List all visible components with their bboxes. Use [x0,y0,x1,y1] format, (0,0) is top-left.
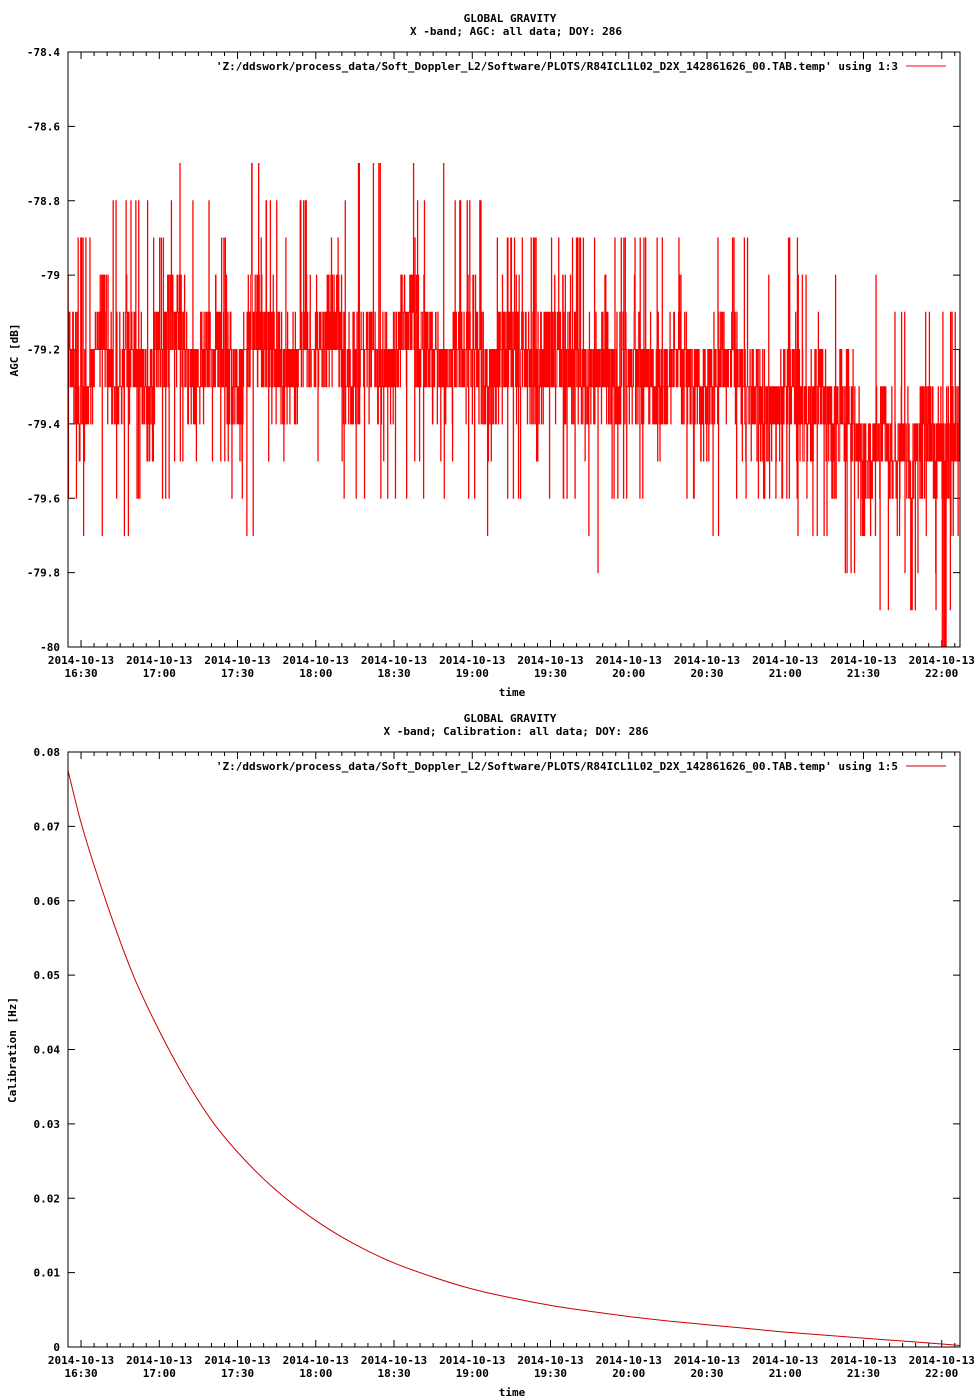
y-tick-label: 0.02 [34,1192,61,1205]
axes-frame [67,51,961,648]
x-tick-label-time: 21:00 [769,1367,802,1380]
series-line [67,770,961,1347]
x-tick-label-date: 2014-10-13 [283,1354,349,1367]
agc-chart: GLOBAL GRAVITY X -band; AGC: all data; D… [8,12,975,699]
x-tick-label-time: 17:30 [221,667,254,680]
calibration-chart: GLOBAL GRAVITY X -band; Calibration: all… [6,712,975,1399]
x-tick-label-date: 2014-10-13 [752,654,818,667]
series-line [67,163,961,648]
x-tick-label-date: 2014-10-13 [204,1354,270,1367]
x-tick-label-date: 2014-10-13 [830,1354,896,1367]
chart-subtitle: X -band; Calibration: all data; DOY: 286 [384,725,649,738]
x-tick-label-time: 21:30 [847,1367,880,1380]
x-tick-label-time: 21:00 [769,667,802,680]
x-tick-label-date: 2014-10-13 [517,654,583,667]
y-tick-label: -79.2 [27,344,60,357]
y-tick-label: 0.05 [34,969,61,982]
y-tick-label: -78.4 [27,46,60,59]
x-tick-label-date: 2014-10-13 [674,654,740,667]
y-tick-label: -78.6 [27,120,60,133]
x-tick-label-time: 22:00 [925,667,958,680]
x-tick-label-time: 22:00 [925,1367,958,1380]
x-tick-label-time: 19:30 [534,667,567,680]
x-tick-label-date: 2014-10-13 [126,1354,192,1367]
y-tick-label: -79.4 [27,418,60,431]
legend: 'Z:/ddswork/process_data/Soft_Doppler_L2… [216,760,946,773]
legend: 'Z:/ddswork/process_data/Soft_Doppler_L2… [216,60,946,73]
x-tick-label-date: 2014-10-13 [283,654,349,667]
x-tick-label-date: 2014-10-13 [674,1354,740,1367]
x-tick-label-time: 16:30 [64,667,97,680]
x-tick-label-time: 17:00 [143,1367,176,1380]
y-axis-label: AGC [dB] [8,324,21,377]
y-tick-label: -79.8 [27,567,60,580]
y-tick-label: -80 [40,641,60,654]
axis-ticks [67,51,960,648]
x-tick-label-time: 17:00 [143,667,176,680]
x-axis-label: time [499,686,526,699]
x-tick-label-date: 2014-10-13 [439,654,505,667]
x-tick-label-time: 18:00 [299,667,332,680]
x-tick-label-date: 2014-10-13 [909,1354,975,1367]
x-tick-label-date: 2014-10-13 [361,1354,427,1367]
y-tick-label: 0.07 [34,820,61,833]
x-tick-labels: 2014-10-1316:302014-10-1317:002014-10-13… [48,654,975,680]
x-tick-label-date: 2014-10-13 [596,1354,662,1367]
x-axis-label: time [499,1386,526,1399]
x-tick-label-date: 2014-10-13 [909,654,975,667]
plot-area [67,163,961,648]
y-tick-label: -79 [40,269,60,282]
y-tick-label: -79.6 [27,492,60,505]
y-tick-label: 0.03 [34,1118,61,1131]
y-tick-label: 0 [53,1341,60,1354]
x-tick-label-date: 2014-10-13 [439,1354,505,1367]
x-tick-label-time: 20:00 [612,667,645,680]
x-tick-label-time: 18:30 [377,1367,410,1380]
y-tick-label: 0.06 [34,895,61,908]
chart-subtitle: X -band; AGC: all data; DOY: 286 [410,25,622,38]
x-tick-label-time: 16:30 [64,1367,97,1380]
legend-entry: 'Z:/ddswork/process_data/Soft_Doppler_L2… [216,60,898,73]
x-tick-label-date: 2014-10-13 [830,654,896,667]
x-tick-label-time: 21:30 [847,667,880,680]
y-tick-labels: -78.4 -78.6 -78.8 -79 -79.2 -79.4 -79.6 -79.8 -8… [27,46,60,654]
chart-title: GLOBAL GRAVITY [464,12,557,25]
x-tick-label-time: 19:30 [534,1367,567,1380]
x-tick-labels: 2014-10-1316:302014-10-1317:002014-10-13… [48,1354,975,1380]
x-tick-label-time: 20:00 [612,1367,645,1380]
y-tick-labels: 0.08 0.07 0.06 0.05 0.04 0.03 0.02 0.01 0 [34,746,61,1354]
chart-title: GLOBAL GRAVITY [464,712,557,725]
y-tick-label: 0.08 [34,746,61,759]
x-tick-label-time: 19:00 [456,667,489,680]
axes-frame [67,751,961,1348]
x-tick-label-date: 2014-10-13 [596,654,662,667]
legend-entry: 'Z:/ddswork/process_data/Soft_Doppler_L2… [216,760,898,773]
x-tick-label-date: 2014-10-13 [204,654,270,667]
x-tick-label-date: 2014-10-13 [126,654,192,667]
x-tick-label-date: 2014-10-13 [48,1354,114,1367]
x-tick-label-time: 20:30 [690,1367,723,1380]
y-axis-label: Calibration [Hz] [6,997,19,1103]
x-tick-label-time: 18:30 [377,667,410,680]
y-tick-label: 0.01 [34,1267,61,1280]
axis-ticks [67,751,960,1348]
plot-area [67,770,961,1347]
x-tick-label-date: 2014-10-13 [48,654,114,667]
x-tick-label-time: 19:00 [456,1367,489,1380]
x-tick-label-date: 2014-10-13 [517,1354,583,1367]
y-tick-label: -78.8 [27,195,60,208]
x-tick-label-time: 20:30 [690,667,723,680]
y-tick-label: 0.04 [34,1044,61,1057]
x-tick-label-time: 18:00 [299,1367,332,1380]
x-tick-label-date: 2014-10-13 [361,654,427,667]
x-tick-label-time: 17:30 [221,1367,254,1380]
x-tick-label-date: 2014-10-13 [752,1354,818,1367]
